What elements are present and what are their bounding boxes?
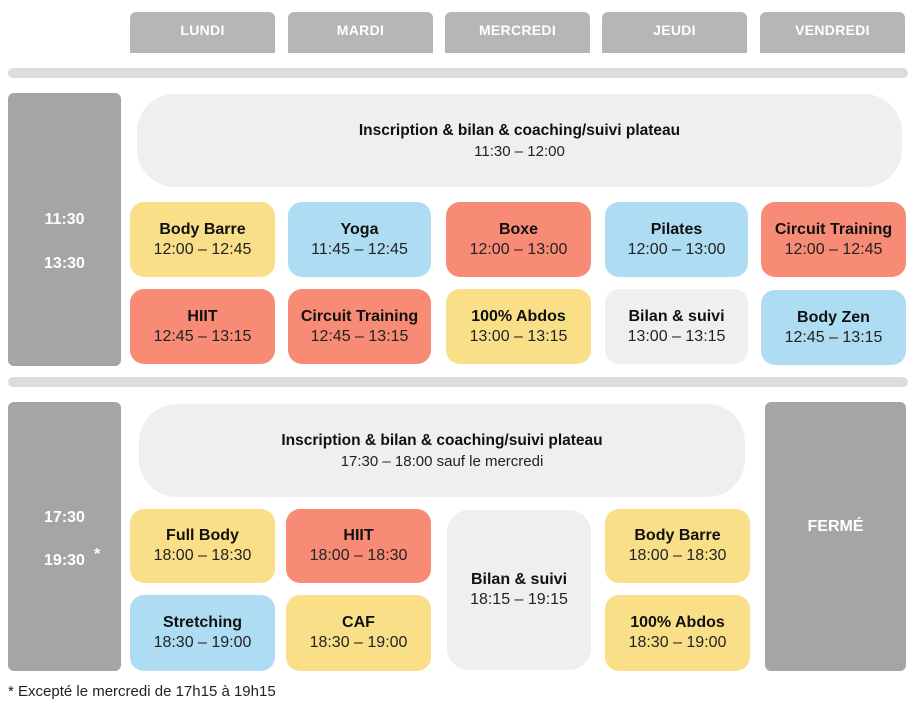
class-name: Bilan & suivi [628, 307, 725, 325]
class-name: 100% Abdos [471, 307, 566, 325]
class-time: 12:45 – 13:15 [153, 327, 252, 345]
midday-time-block: 11:30 13:30 [8, 93, 121, 366]
class-time: 13:00 – 13:15 [627, 327, 726, 345]
evening-start-time: 17:30 [44, 509, 85, 526]
class-time: 11:45 – 12:45 [311, 240, 408, 258]
class-name: HIIT [343, 527, 374, 544]
class-slot-wednesday-evening[interactable]: Bilan & suivi 18:15 – 19:15 [447, 510, 591, 670]
evening-footnote-marker: * [94, 546, 101, 563]
class-time: 12:00 – 12:45 [153, 240, 252, 258]
class-time: 12:00 – 13:00 [469, 240, 568, 258]
class-slot-thursday-evening-1[interactable]: Body Barre 18:00 – 18:30 [605, 509, 750, 583]
class-time: 12:45 – 13:15 [784, 328, 883, 346]
class-slot-monday-evening-1[interactable]: Full Body 18:00 – 18:30 [130, 509, 275, 583]
class-name: 100% Abdos [630, 614, 725, 631]
day-header-mardi: MARDI [288, 12, 433, 53]
class-name: Body Barre [634, 527, 721, 544]
class-time: 18:30 – 19:00 [153, 634, 252, 651]
class-time: 13:00 – 13:15 [469, 327, 568, 345]
class-slot-thursday-evening-2[interactable]: 100% Abdos 18:30 – 19:00 [605, 595, 750, 671]
class-slot-tuesday-evening-2[interactable]: CAF 18:30 – 19:00 [286, 595, 431, 671]
midday-banner-time: 11:30 – 12:00 [474, 142, 565, 160]
class-time: 18:30 – 19:00 [628, 634, 727, 651]
class-name: Stretching [162, 614, 243, 631]
class-name: HIIT [187, 307, 218, 325]
class-slot-monday-midday-1[interactable]: Body Barre 12:00 – 12:45 [130, 202, 275, 277]
class-slot-wednesday-midday-1[interactable]: Boxe 12:00 – 13:00 [446, 202, 591, 277]
class-slot-tuesday-midday-2[interactable]: Circuit Training 12:45 – 13:15 [288, 289, 431, 364]
class-slot-tuesday-evening-1[interactable]: HIIT 18:00 – 18:30 [286, 509, 431, 583]
divider-middle [8, 377, 908, 387]
evening-end-time: 19:30 [44, 552, 85, 569]
day-header-jeudi: JEUDI [602, 12, 747, 53]
class-time: 12:00 – 12:45 [784, 240, 883, 258]
class-slot-thursday-midday-1[interactable]: Pilates 12:00 – 13:00 [605, 202, 748, 277]
friday-closed-block: FERMÉ [765, 402, 906, 671]
class-slot-monday-midday-2[interactable]: HIIT 12:45 – 13:15 [130, 289, 275, 364]
midday-end-time: 13:30 [44, 255, 85, 272]
day-header-vendredi: VENDREDI [760, 12, 905, 53]
class-name: Yoga [340, 220, 379, 238]
divider-top [8, 68, 908, 78]
midday-start-time: 11:30 [44, 211, 85, 228]
midday-banner: Inscription & bilan & coaching/suivi pla… [137, 94, 902, 187]
midday-banner-title: Inscription & bilan & coaching/suivi pla… [358, 121, 681, 139]
class-name: Boxe [498, 220, 539, 238]
class-name: Circuit Training [774, 220, 893, 238]
day-header-mercredi: MERCREDI [445, 12, 590, 53]
class-time: 18:00 – 18:30 [153, 547, 252, 564]
class-name: Bilan & suivi [470, 571, 568, 588]
footnote: * Excepté le mercredi de 17h15 à 19h15 [8, 683, 276, 700]
class-slot-tuesday-midday-1[interactable]: Yoga 11:45 – 12:45 [288, 202, 431, 277]
evening-time-block: 17:30 19:30 * [8, 402, 121, 671]
evening-banner-title: Inscription & bilan & coaching/suivi pla… [281, 431, 603, 449]
class-name: Full Body [166, 527, 239, 544]
class-time: 18:30 – 19:00 [309, 634, 408, 651]
class-slot-friday-midday-1[interactable]: Circuit Training 12:00 – 12:45 [761, 202, 906, 277]
class-name: Body Barre [159, 220, 246, 238]
class-name: Circuit Training [300, 307, 419, 325]
day-header-lundi: LUNDI [130, 12, 275, 53]
evening-banner-time: 17:30 – 18:00 sauf le mercredi [340, 452, 544, 470]
class-slot-wednesday-midday-2[interactable]: 100% Abdos 13:00 – 13:15 [446, 289, 591, 364]
class-name: Body Zen [797, 308, 870, 326]
class-name: Pilates [650, 220, 703, 238]
class-slot-friday-midday-2[interactable]: Body Zen 12:45 – 13:15 [761, 290, 906, 365]
class-slot-monday-evening-2[interactable]: Stretching 18:30 – 19:00 [130, 595, 275, 671]
class-time: 18:15 – 19:15 [470, 591, 568, 608]
class-name: CAF [342, 614, 375, 631]
evening-banner: Inscription & bilan & coaching/suivi pla… [139, 404, 745, 497]
class-slot-thursday-midday-2[interactable]: Bilan & suivi 13:00 – 13:15 [605, 289, 748, 364]
class-time: 12:00 – 13:00 [627, 240, 726, 258]
class-time: 12:45 – 13:15 [310, 327, 409, 345]
class-time: 18:00 – 18:30 [628, 547, 727, 564]
class-time: 18:00 – 18:30 [309, 547, 408, 564]
